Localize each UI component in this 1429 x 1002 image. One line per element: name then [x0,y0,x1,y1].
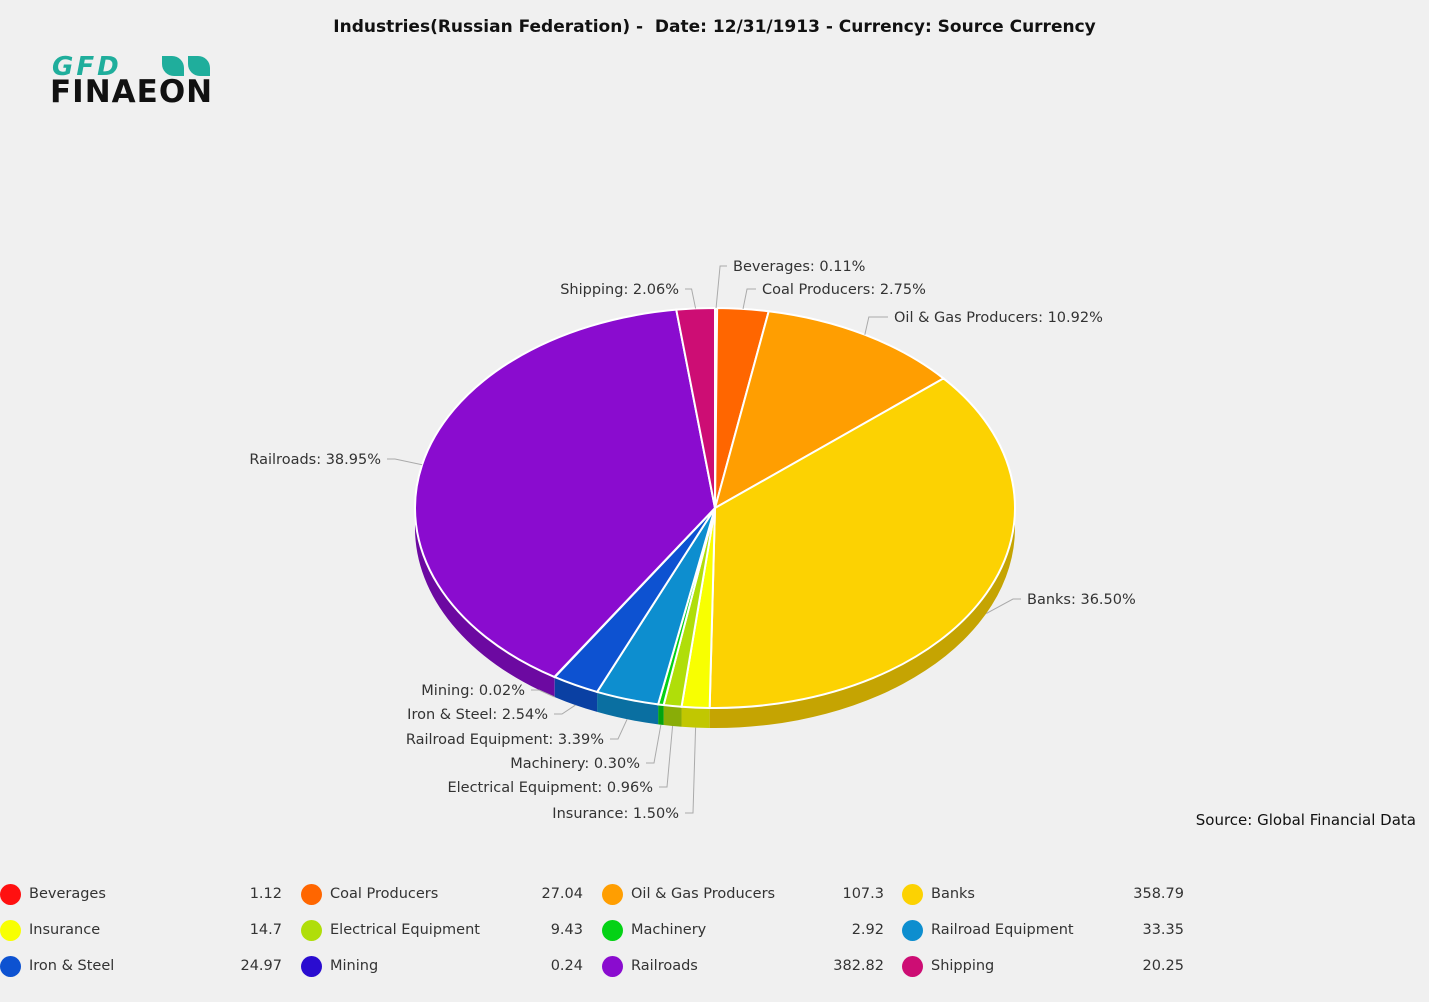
logo-leaf-icon [162,56,184,76]
legend-label: Coal Producers [330,886,439,902]
legend-item-machinery[interactable]: Machinery 2.92 [602,918,884,942]
logo-leaf-icon [188,56,210,76]
pie-leader-coal-producers [742,288,756,309]
legend-label: Oil & Gas Producers [631,886,776,902]
legend-item-mining[interactable]: Mining 0.24 [301,954,583,978]
pie-leader-oil-and-gas-producers [864,316,888,335]
legend-label: Banks [931,886,975,902]
legend-label: Beverages [29,886,106,902]
legend-label: Mining [330,958,379,974]
pie-slice-railroads[interactable] [413,308,717,679]
pie-label-shipping: Shipping: 2.06% [560,282,679,298]
legend-marker-icon [602,955,623,977]
legend-item-railroads[interactable]: Railroads 382.82 [602,954,884,978]
pie-depth [415,508,1015,728]
pie-leader-railroads [387,458,423,466]
pie-leader-machinery [646,724,662,764]
legend-marker-icon [0,919,21,941]
legend-value: 9.43 [550,922,583,938]
pie-label-railroads: Railroads: 38.95% [249,452,381,468]
legend-marker-icon [902,883,923,905]
legend-item-coal-producers[interactable]: Coal Producers 27.04 [301,882,583,906]
pie-leader-mining [531,689,555,698]
pie-label-electrical-equipment: Electrical Equipment: 0.96% [447,780,653,796]
pie-label-insurance: Insurance: 1.50% [552,806,679,822]
legend-label: Railroads [631,958,698,974]
legend-marker-icon [902,919,923,941]
pie-depth-machinery [658,704,664,726]
pie-label-iron-and-steel: Iron & Steel: 2.54% [407,707,548,723]
pie-slice-oil-and-gas-producers[interactable] [713,310,946,511]
legend-item-electrical-equipment[interactable]: Electrical Equipment 9.43 [301,918,583,942]
pie-label-coal-producers: Coal Producers: 2.75% [762,282,926,298]
pie-label-beverages: Beverages: 0.11% [733,259,865,275]
pie-chart: Beverages: 0.11% Coal Producers: 2.75% Oil… [249,259,1135,822]
pie-leader-banks [985,598,1021,614]
legend-value: 382.82 [833,958,884,974]
legend-value: 1.12 [249,886,282,902]
pie-label-oil-and-gas-producers: Oil & Gas Producers: 10.92% [894,310,1103,326]
legend-value: 0.24 [550,958,583,974]
pie-slices [413,306,1016,709]
legend-marker-icon [0,883,21,905]
legend-value: 27.04 [541,886,583,902]
pie-label-banks: Banks: 36.50% [1027,592,1136,608]
legend-label: Insurance [29,922,101,938]
pie-depth-railroads [415,508,555,697]
source-note: Source: Global Financial Data [1195,811,1416,829]
pie-leader-iron-and-steel [554,704,576,715]
legend-value: 358.79 [1133,886,1184,902]
legend-marker-icon [602,919,623,941]
legend-marker-icon [902,955,923,977]
legend-item-oil-and-gas-producers[interactable]: Oil & Gas Producers 107.3 [602,882,884,906]
legend-marker-icon [301,955,322,977]
pie-labels: Beverages: 0.11% Coal Producers: 2.75% Oil… [249,259,1135,822]
legend-value: 107.3 [842,886,884,902]
legend-label: Iron & Steel [29,958,115,974]
legend-value: 14.7 [249,922,282,938]
pie-leader-electrical-equipment [659,725,674,788]
pie-depth-iron-and-steel [554,677,598,712]
legend-label: Machinery [631,922,707,938]
legend-label: Shipping [931,958,995,974]
pie-leader-beverages [715,265,727,309]
pie-label-mining: Mining: 0.02% [421,683,525,699]
logo-line1: GFD [52,52,122,82]
legend-item-beverages[interactable]: Beverages 1.12 [0,882,282,906]
legend-marker-icon [0,955,21,977]
legend-item-banks[interactable]: Banks 358.79 [902,882,1184,906]
pie-label-railroad-equipment: Railroad Equipment: 3.39% [406,732,604,748]
legend-item-shipping[interactable]: Shipping 20.25 [902,954,1184,978]
legend-label: Electrical Equipment [330,922,480,938]
pie-depth-railroad-equipment [597,691,659,725]
pie-label-machinery: Machinery: 0.30% [510,756,640,772]
pie-leader-shipping [685,288,697,309]
pie-depth-banks [709,508,1015,728]
legend-value: 20.25 [1142,958,1184,974]
legend-item-railroad-equipment[interactable]: Railroad Equipment 33.35 [902,918,1184,942]
pie-leader-railroad-equipment [610,719,628,740]
logo-line2: FINAEON [50,74,214,110]
chart-title: Industries(Russian Federation) - Date: 1… [333,17,1096,37]
legend-item-insurance[interactable]: Insurance 14.7 [0,918,282,942]
gfd-finaeon-logo: GFD FINAEON [50,52,250,110]
pie-slice-banks[interactable] [708,377,1016,709]
pie-depth-insurance [681,706,710,728]
legend-marker-icon [301,919,322,941]
legend-value: 2.92 [851,922,884,938]
legend-marker-icon [602,883,623,905]
pie-depth-electrical-equipment [663,705,682,727]
legend-value: 24.97 [240,958,282,974]
legend-item-iron-and-steel[interactable]: Iron & Steel 24.97 [0,954,282,978]
legend-label: Railroad Equipment [931,922,1074,938]
pie-leader-insurance [685,727,697,814]
legend-value: 33.35 [1142,922,1184,938]
legend-marker-icon [301,883,322,905]
